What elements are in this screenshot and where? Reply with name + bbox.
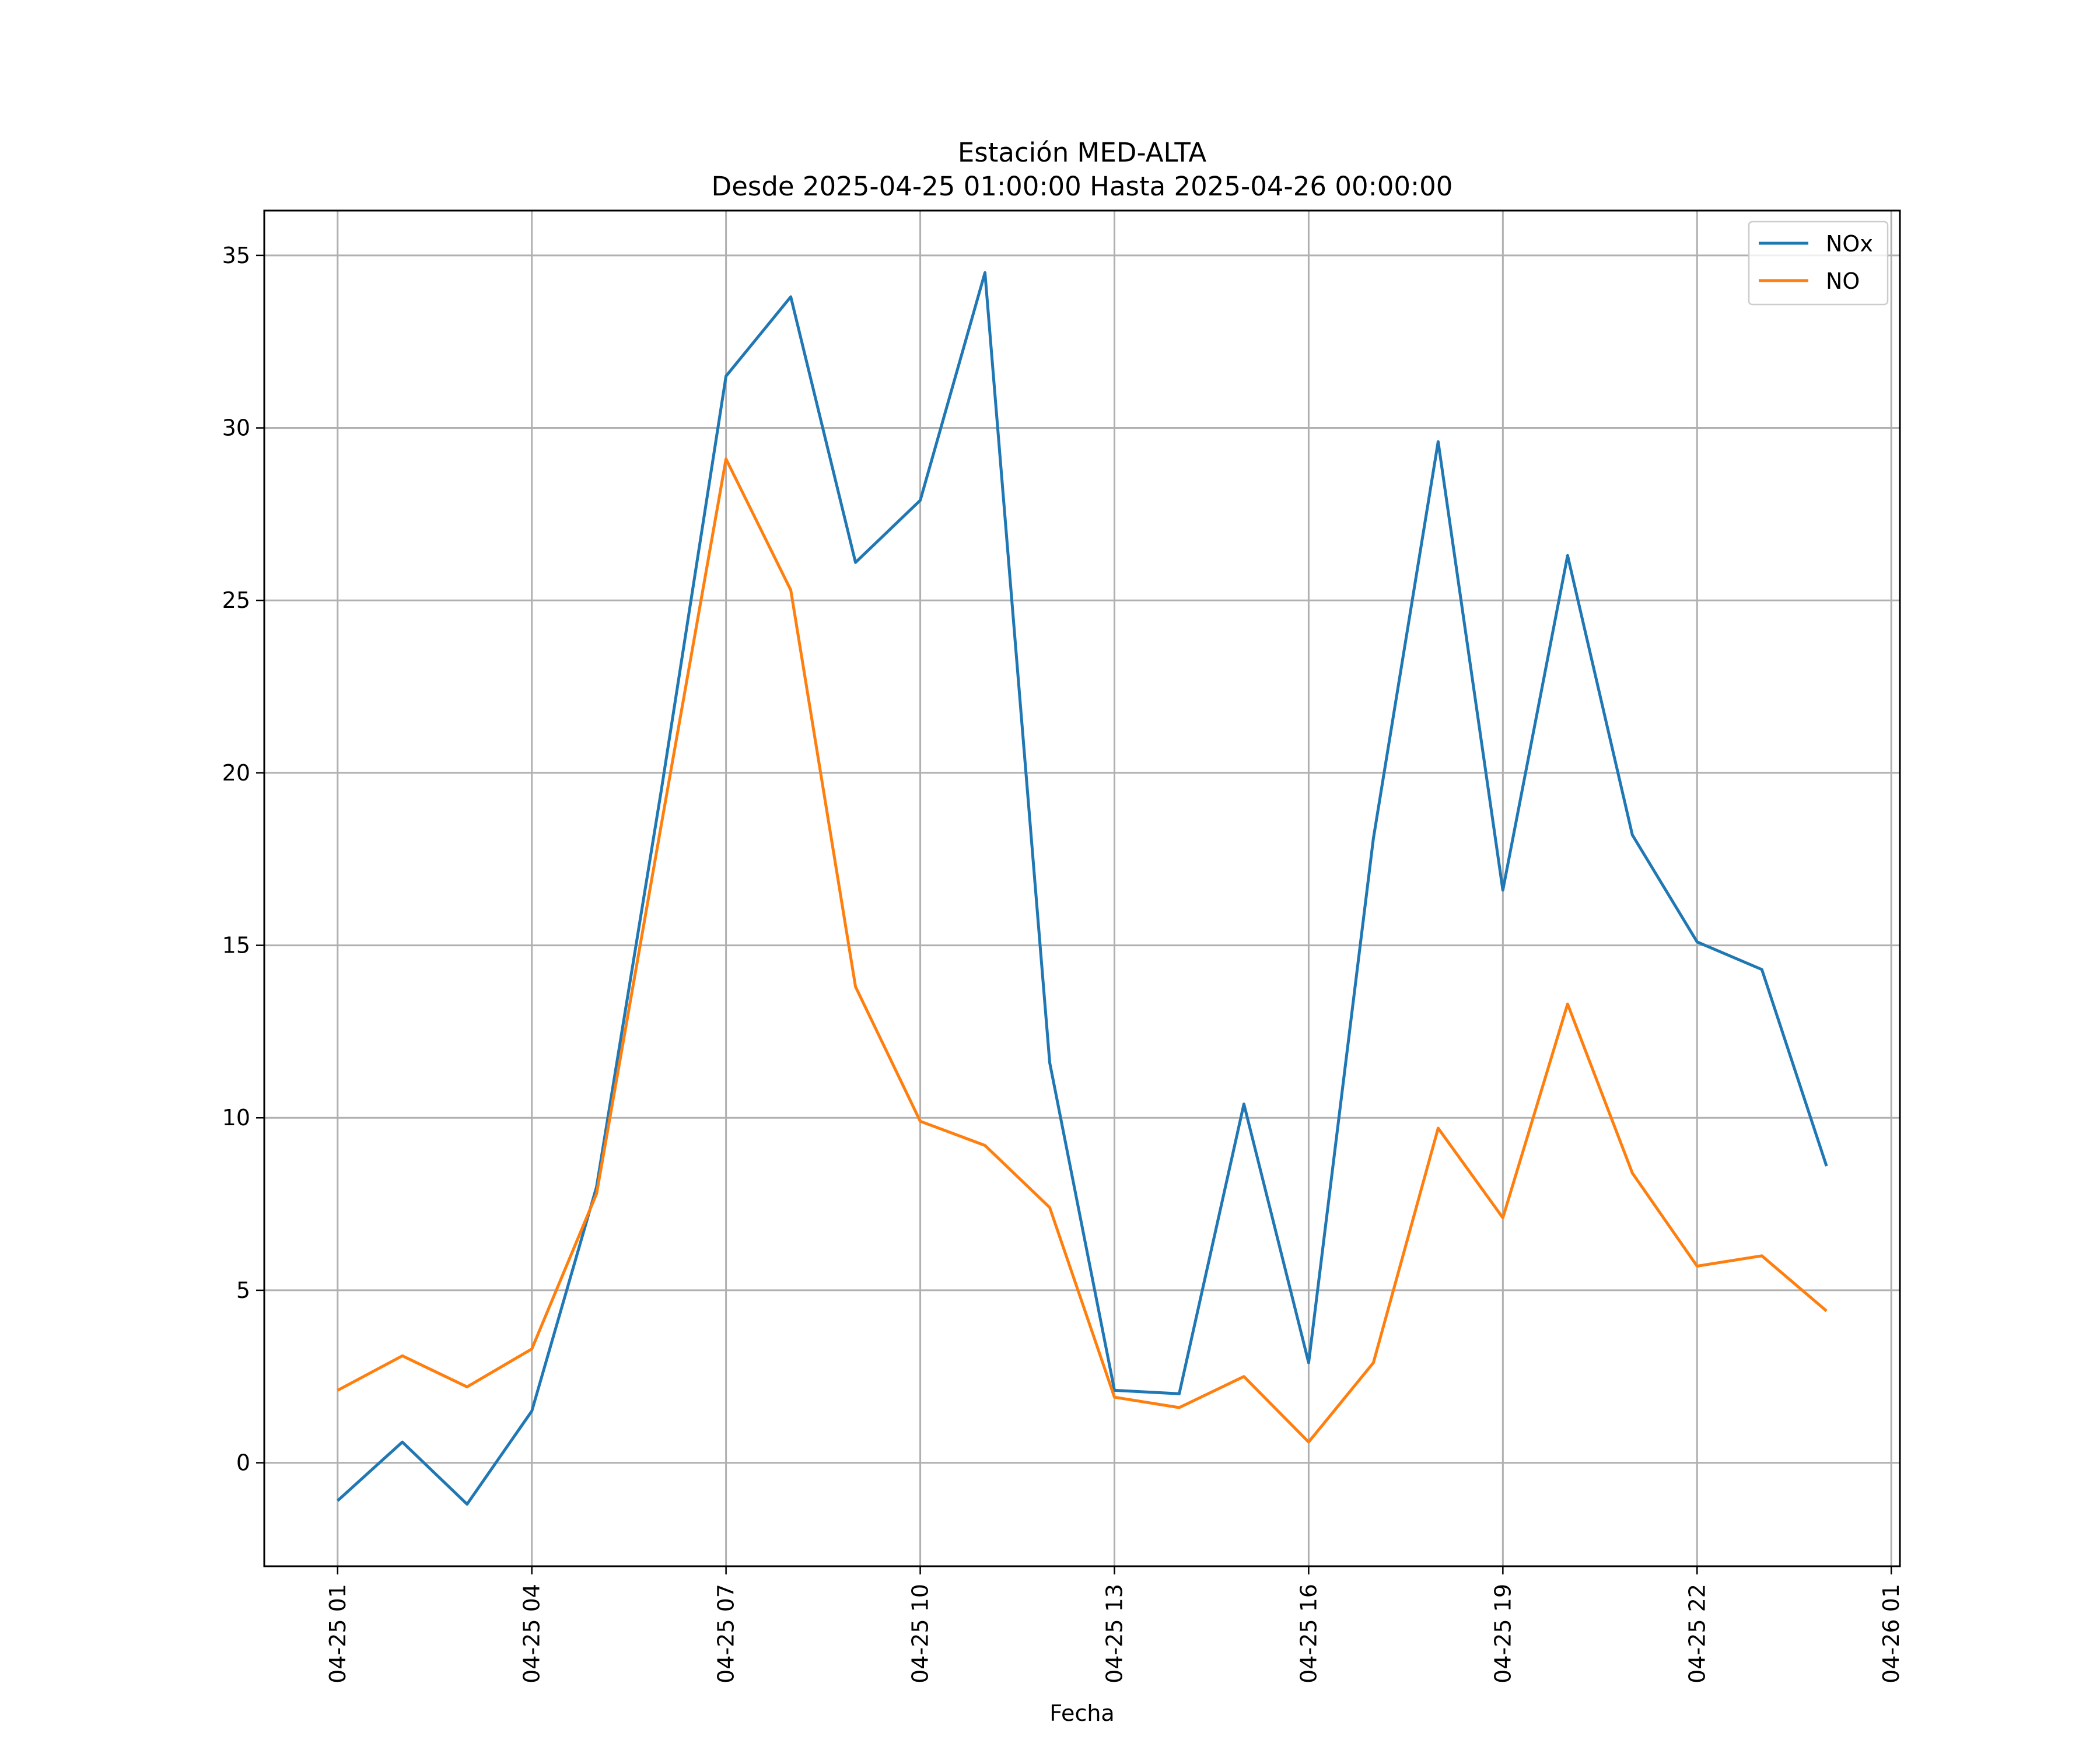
series-line-nox (337, 271, 1828, 1506)
y-tick-label: 15 (222, 933, 250, 958)
y-tick-label: 10 (222, 1105, 250, 1130)
x-tick-label: 04-25 16 (1296, 1584, 1321, 1684)
x-tick-label: 04-25 01 (325, 1584, 351, 1684)
y-tick-label: 20 (222, 760, 250, 786)
x-tick-label: 04-25 10 (908, 1584, 933, 1684)
x-tick-label: 04-26 01 (1878, 1584, 1904, 1684)
y-tick-label: 25 (222, 587, 250, 613)
plot-frame (263, 209, 1901, 1567)
y-tick-label: 30 (222, 415, 250, 441)
x-tick-label: 04-25 07 (713, 1584, 739, 1684)
legend-label-nox: NOx (1826, 231, 1873, 257)
y-tick-label: 0 (236, 1450, 250, 1476)
grid (264, 211, 1900, 1566)
x-axis-label: Fecha (1049, 1700, 1114, 1726)
y-tick-label: 35 (222, 243, 250, 268)
x-tick-label: 04-25 13 (1101, 1584, 1127, 1684)
chart-title: Estación MED-ALTA (958, 137, 1207, 168)
y-tick-label: 5 (236, 1278, 250, 1303)
x-tick-label: 04-25 19 (1490, 1584, 1516, 1684)
series-lines (337, 271, 1828, 1506)
x-tick-label: 04-25 04 (519, 1584, 545, 1684)
x-tick-label: 04-25 22 (1684, 1584, 1710, 1684)
axis-ticks: 04-25 01 04-25 04 04-25 07 04-25 10 04-25 13… (222, 243, 1905, 1684)
legend-label-no: NO (1826, 268, 1860, 294)
chart-subtitle: Desde 2025-04-25 01:00:00 Hasta 2025-04-… (712, 171, 1453, 202)
legend: NOx NO (1748, 220, 1889, 306)
series-line-no (337, 457, 1828, 1444)
